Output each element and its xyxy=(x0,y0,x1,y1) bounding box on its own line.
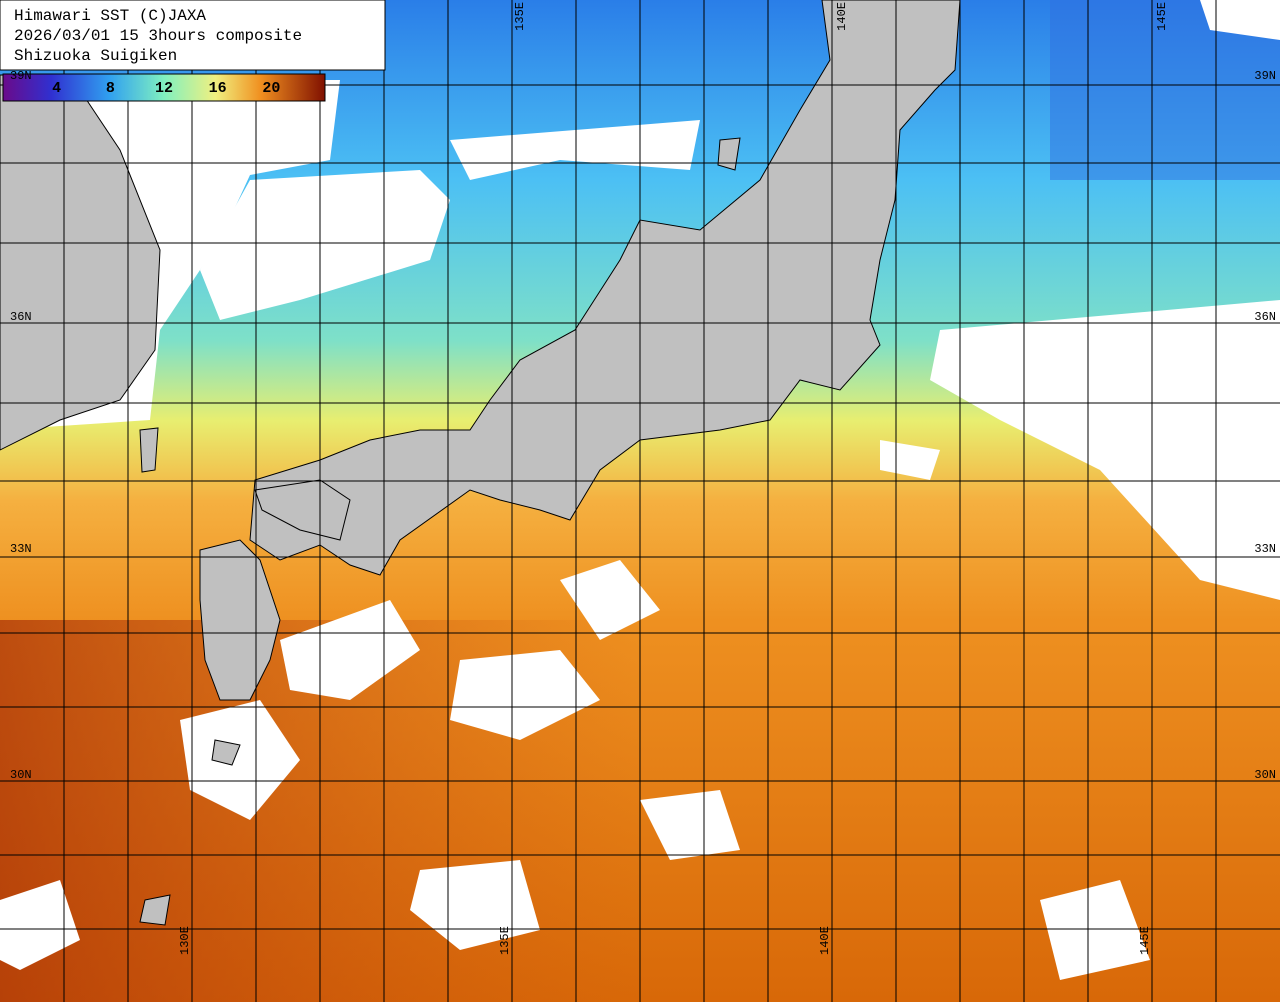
latitude-label: 33N xyxy=(1254,542,1276,556)
latitude-label: 30N xyxy=(10,768,32,782)
longitude-label: 135E xyxy=(513,2,527,31)
colorbar-label: 12 xyxy=(155,80,173,97)
header-line: Himawari SST (C)JAXA xyxy=(14,7,206,25)
colorbar xyxy=(2,73,326,102)
latitude-label: 30N xyxy=(1254,768,1276,782)
longitude-label: 140E xyxy=(835,2,849,31)
colorbar-label: 16 xyxy=(209,80,227,97)
longitude-label: 130E xyxy=(178,926,192,955)
longitude-label: 145E xyxy=(1155,2,1169,31)
header-line: 2026/03/01 15 3hours composite xyxy=(14,27,302,45)
land xyxy=(0,0,961,926)
latitude-label: 36N xyxy=(10,310,32,324)
colorbar-label: 8 xyxy=(106,80,115,97)
colorbar-label: 20 xyxy=(262,80,280,97)
longitude-label: 140E xyxy=(818,926,832,955)
labels: 4 8 12 16 20 39N 36N 33N 30N 39N 36N 33N 30N 135E 140E… xyxy=(10,2,1276,955)
longitude-label: 145E xyxy=(1138,926,1152,955)
latitude-label: 39N xyxy=(1254,69,1276,83)
latitude-label: 33N xyxy=(10,542,32,556)
colorbar-label: 4 xyxy=(52,80,61,97)
longitude-label: 135E xyxy=(498,926,512,955)
header-line: Shizuoka Suigiken xyxy=(14,47,177,65)
latitude-label: 36N xyxy=(1254,310,1276,324)
header-box xyxy=(0,0,386,71)
latitude-label: 39N xyxy=(10,69,32,83)
